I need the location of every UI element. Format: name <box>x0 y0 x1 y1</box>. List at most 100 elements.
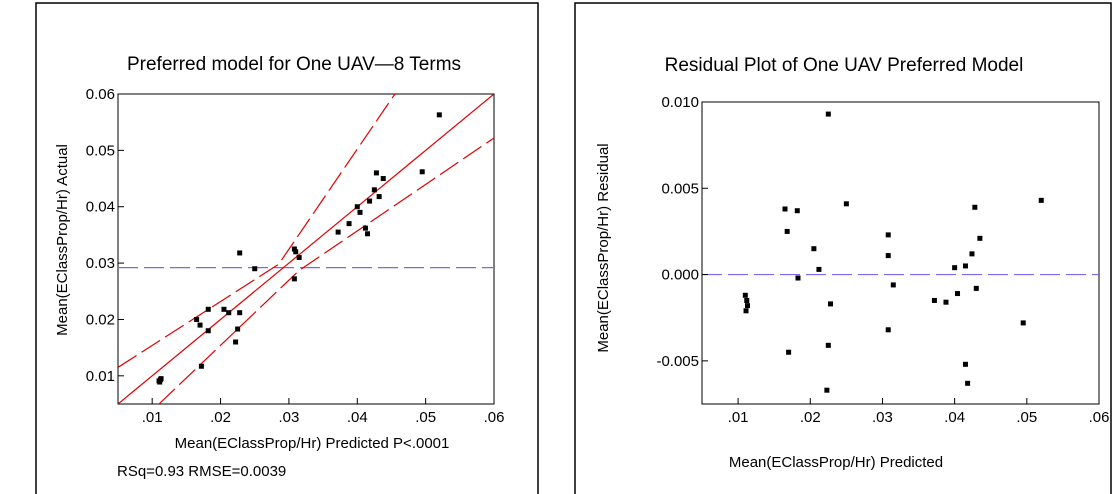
data-point <box>744 303 750 309</box>
data-point <box>782 206 788 212</box>
data-point <box>795 275 801 281</box>
fit-line <box>118 94 494 404</box>
data-point <box>376 194 382 200</box>
data-point <box>824 387 830 393</box>
data-point <box>205 306 211 312</box>
data-point <box>962 263 968 269</box>
data-point <box>843 201 849 207</box>
data-point <box>816 266 822 272</box>
data-point <box>885 232 891 238</box>
data-point <box>743 308 749 314</box>
x-tick-label: .06 <box>1089 409 1110 426</box>
data-point <box>194 316 200 322</box>
data-point <box>977 235 983 241</box>
data-point <box>811 246 817 252</box>
confidence-lower-curve <box>158 137 494 404</box>
x-tick-label: .04 <box>347 409 368 426</box>
x-tick-label: .03 <box>872 409 893 426</box>
x-tick-label: .04 <box>944 409 965 426</box>
y-tick-label: 0.06 <box>86 86 115 103</box>
plot-area: .01 .02 .03 .04 .05 .06 0.01 0.02 0.03 0.04 0.05 0.… <box>86 86 505 426</box>
data-point <box>825 111 831 117</box>
data-point <box>436 112 442 118</box>
x-tick-label: .02 <box>800 409 821 426</box>
data-point <box>365 231 371 237</box>
data-point <box>784 228 790 234</box>
y-tick-label: 0.01 <box>86 368 115 385</box>
plot-frame <box>117 93 495 405</box>
data-point <box>794 208 800 214</box>
x-axis-label: Mean(EClassProp/Hr) Predicted <box>729 454 943 471</box>
data-point <box>252 266 258 272</box>
data-point <box>952 265 958 271</box>
data-point <box>367 198 373 204</box>
data-point <box>235 326 241 332</box>
data-point <box>744 297 750 303</box>
y-tick-label: -0.005 <box>656 353 699 370</box>
x-tick-label: .01 <box>728 409 749 426</box>
confidence-upper-curve <box>118 94 396 368</box>
plot-frame <box>701 101 1100 405</box>
data-point <box>371 187 377 193</box>
data-point <box>943 299 949 305</box>
x-tick-label: .05 <box>415 409 436 426</box>
x-axis-label: Mean(EClassProp/Hr) Predicted P<.0001 <box>175 435 450 452</box>
x-tick-label: .02 <box>210 409 231 426</box>
data-point <box>346 221 352 227</box>
data-point <box>362 225 368 231</box>
data-point <box>962 361 968 367</box>
data-point <box>291 276 297 282</box>
data-point <box>827 301 833 307</box>
data-point <box>198 363 204 369</box>
data-point <box>291 246 297 252</box>
actual-vs-predicted-chart: Preferred model for One UAV—8 Terms Mean… <box>35 2 539 494</box>
data-point <box>419 169 425 175</box>
x-tick-label: .05 <box>1016 409 1037 426</box>
y-tick-label: 0.005 <box>661 180 699 197</box>
data-point <box>931 297 937 303</box>
chart-title: Preferred model for One UAV—8 Terms <box>127 54 461 75</box>
data-point <box>158 376 164 382</box>
data-point <box>221 306 227 312</box>
data-point <box>237 250 243 256</box>
data-point <box>237 310 243 316</box>
data-point <box>357 209 363 215</box>
data-point <box>1038 197 1044 203</box>
data-point <box>335 229 341 235</box>
y-tick-label: 0.03 <box>86 255 115 272</box>
plot-series <box>118 94 494 404</box>
y-axis-label: Mean(EClassProp/Hr) Residual <box>595 143 612 352</box>
data-point <box>296 254 302 260</box>
data-point <box>786 349 792 355</box>
chart-frame <box>35 2 539 494</box>
chart-footer: RSq=0.93 RMSE=0.0039 <box>117 463 286 480</box>
data-point <box>205 328 211 334</box>
data-point <box>233 339 239 345</box>
data-point <box>890 282 896 288</box>
data-point <box>226 310 232 316</box>
data-point <box>197 322 203 328</box>
x-tick-label: .06 <box>484 409 505 426</box>
y-tick-label: 0.05 <box>86 142 115 159</box>
data-point <box>373 170 379 176</box>
plot-series <box>702 111 1099 393</box>
y-tick-label: 0.02 <box>86 311 115 328</box>
plot-area: .01 .02 .03 .04 .05 .06 -0.005 0.000 0.005 0.010 <box>656 94 1109 426</box>
data-point <box>1020 320 1026 326</box>
chart-title: Residual Plot of One UAV Preferred Model <box>665 55 1024 76</box>
data-point <box>972 204 978 210</box>
data-point <box>885 327 891 333</box>
data-point <box>825 342 831 348</box>
data-point <box>354 204 360 210</box>
y-tick-label: 0.04 <box>86 199 115 216</box>
data-point <box>955 291 961 297</box>
data-point <box>885 253 891 259</box>
data-point <box>380 176 386 182</box>
residual-chart: Residual Plot of One UAV Preferred Model… <box>574 2 1112 494</box>
data-point <box>293 249 299 255</box>
y-tick-label: 0.000 <box>661 267 699 284</box>
y-axis-label: Mean(EClassProp/Hr) Actual <box>54 144 71 336</box>
x-tick-label: .01 <box>142 409 163 426</box>
x-tick-label: .03 <box>278 409 299 426</box>
data-point <box>742 292 748 298</box>
